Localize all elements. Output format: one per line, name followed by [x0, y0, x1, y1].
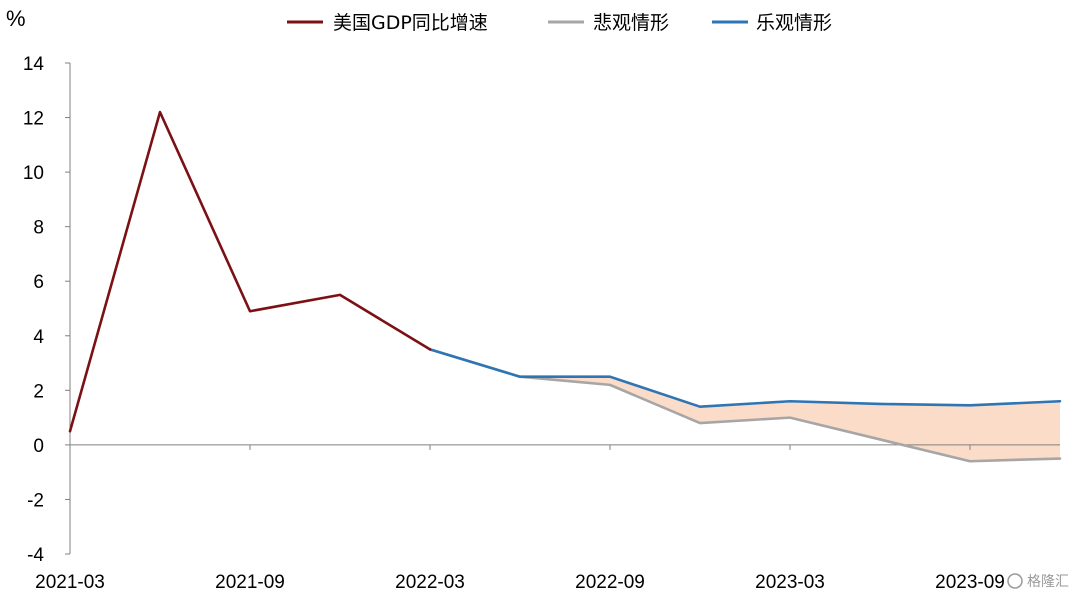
legend-label: 悲观情形 — [593, 12, 669, 34]
y-tick-label: 2 — [33, 381, 44, 402]
legend: 美国GDP同比增速 悲观情形 乐观情形 — [287, 12, 832, 34]
watermark-logo-icon — [1007, 573, 1023, 589]
legend-label: 乐观情形 — [756, 12, 832, 34]
watermark: 格隆汇 — [1007, 573, 1069, 590]
x-tick-label: 2023-09 — [935, 572, 1005, 593]
y-tick-label: 4 — [33, 327, 44, 348]
legend-item: 悲观情形 — [548, 12, 669, 34]
y-tick-label: -4 — [27, 545, 44, 566]
x-tick-label: 2021-03 — [35, 572, 105, 593]
legend-item: 乐观情形 — [712, 12, 832, 34]
x-tick-label: 2022-03 — [395, 572, 465, 593]
axes: 14 12 10 8 6 4 2 0 -2 -4 2021-03 2021-09 2022-03 2022… — [23, 54, 1060, 593]
y-unit-label: % — [6, 6, 26, 31]
y-tick-label: 14 — [23, 54, 45, 75]
y-tick-label: -2 — [27, 490, 44, 511]
y-tick-label: 8 — [33, 218, 44, 239]
x-tick-label: 2022-09 — [575, 572, 645, 593]
x-tick-label: 2021-09 — [215, 572, 285, 593]
x-tick-label: 2023-03 — [755, 572, 825, 593]
series-line — [428, 348, 1062, 408]
series-line — [428, 348, 1062, 463]
series-lines — [68, 110, 1062, 463]
series-line — [68, 110, 432, 433]
y-tick-label: 0 — [33, 436, 44, 457]
legend-label: 美国GDP同比增速 — [333, 12, 488, 34]
y-tick-label: 10 — [23, 163, 44, 184]
y-tick-label: 12 — [23, 109, 44, 130]
watermark-text: 格隆汇 — [1027, 574, 1069, 590]
legend-item: 美国GDP同比增速 — [287, 12, 488, 34]
y-tick-label: 6 — [33, 272, 44, 293]
